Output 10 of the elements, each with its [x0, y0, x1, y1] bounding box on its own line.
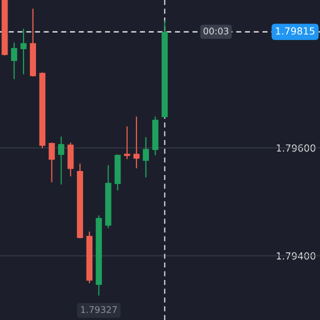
candlestick	[20, 28, 27, 74]
candlestick	[58, 136, 64, 185]
annotation: 1.79327	[81, 306, 117, 314]
candlestick	[133, 116, 140, 168]
ref-line-label: 1.79815	[276, 27, 314, 35]
candlestick	[11, 42, 18, 80]
candlestick	[124, 126, 130, 160]
candlestick	[48, 142, 55, 182]
annotation: 00:03	[204, 28, 228, 34]
candlestick	[142, 137, 149, 178]
